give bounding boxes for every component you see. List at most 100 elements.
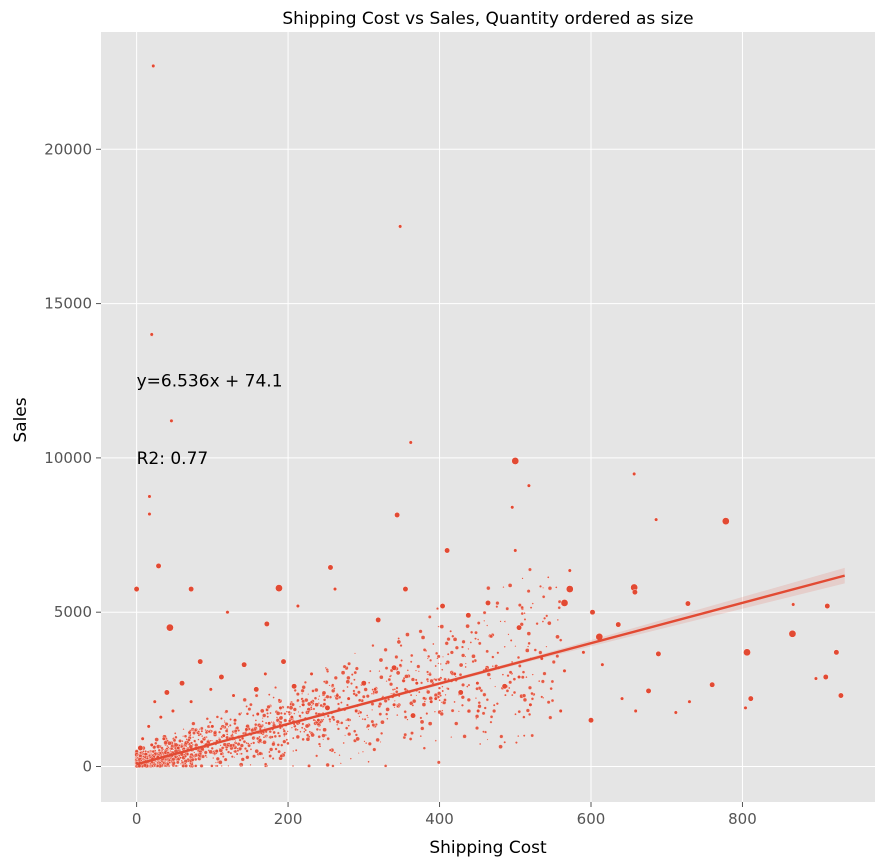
data-point-cloud — [425, 712, 429, 715]
data-point-cloud — [378, 712, 383, 716]
data-point-cloud — [335, 719, 340, 724]
data-point-cloud — [273, 734, 277, 738]
data-point-cloud — [428, 672, 432, 677]
data-point-cloud — [234, 741, 238, 745]
plot-background — [101, 32, 875, 802]
data-point-cloud — [198, 728, 201, 731]
data-point-cloud — [383, 647, 388, 652]
data-point — [560, 599, 569, 607]
x-tick-label: 0 — [132, 810, 142, 828]
data-point-cloud — [443, 698, 447, 702]
data-point — [176, 745, 181, 750]
data-point-cloud — [541, 620, 545, 623]
data-point-cloud — [239, 743, 244, 748]
data-point-cloud — [227, 742, 231, 745]
data-point-cloud — [148, 754, 151, 758]
data-point-cloud — [299, 730, 302, 733]
data-point-cloud — [485, 698, 489, 702]
data-point — [615, 621, 622, 628]
data-point-cloud — [525, 708, 530, 713]
data-point-cloud — [451, 634, 455, 638]
data-point — [687, 699, 692, 704]
data-point — [485, 600, 491, 606]
data-point-cloud — [331, 764, 335, 768]
data-point-cloud — [261, 720, 264, 723]
data-point-cloud — [204, 754, 207, 757]
data-point-cloud — [304, 697, 309, 703]
data-point — [166, 623, 174, 632]
data-point-cloud — [267, 693, 271, 696]
data-point — [824, 603, 831, 609]
data-point-cloud — [547, 586, 553, 591]
data-point-cloud — [527, 641, 531, 645]
chart-title: Shipping Cost vs Sales, Quantity ordered… — [282, 9, 693, 29]
data-point-cloud — [461, 653, 466, 658]
data-point-cloud — [367, 728, 370, 731]
data-point-cloud — [338, 754, 341, 757]
data-point-cloud — [353, 670, 358, 675]
data-point — [187, 730, 192, 735]
data-point-cloud — [266, 704, 271, 709]
data-point — [645, 687, 652, 694]
data-point-cloud — [301, 685, 306, 690]
data-point-cloud — [520, 612, 524, 616]
data-point-cloud — [363, 717, 367, 721]
data-point — [620, 696, 625, 701]
data-point-cloud — [190, 741, 194, 745]
data-point-cloud — [384, 666, 389, 670]
data-point-cloud — [291, 702, 295, 707]
data-point-cloud — [138, 751, 142, 755]
data-point — [231, 693, 236, 698]
data-point-cloud — [511, 693, 514, 697]
data-point — [743, 648, 751, 657]
data-point-cloud — [519, 622, 524, 627]
data-point-cloud — [419, 719, 425, 725]
data-point-cloud — [395, 686, 399, 690]
data-point-cloud — [441, 668, 444, 671]
data-point-cloud — [531, 673, 534, 676]
data-point — [722, 517, 730, 525]
data-point — [589, 609, 596, 616]
data-point-cloud — [386, 717, 389, 720]
data-point — [275, 584, 283, 592]
data-point-cloud — [187, 738, 191, 742]
data-point-cloud — [318, 745, 322, 748]
y-tick-label: 10000 — [44, 449, 92, 467]
data-point-cloud — [371, 723, 376, 727]
data-point-cloud — [328, 684, 331, 687]
data-point-cloud — [491, 655, 495, 659]
data-point-cloud — [495, 605, 499, 609]
data-point-cloud — [296, 728, 299, 731]
data-point-cloud — [243, 747, 247, 751]
data-point-cloud — [145, 756, 149, 760]
data-point-cloud — [215, 764, 219, 768]
data-point — [632, 471, 637, 476]
data-point — [241, 661, 248, 668]
data-point-cloud — [342, 664, 347, 669]
data-point — [788, 630, 797, 638]
data-point-cloud — [523, 612, 526, 615]
data-point-cloud — [520, 675, 525, 680]
data-point-cloud — [220, 717, 223, 720]
data-point-cloud — [183, 754, 188, 758]
data-point-cloud — [411, 704, 415, 707]
data-point-cloud — [199, 763, 204, 768]
data-point-cloud — [469, 641, 473, 644]
data-point-cloud — [326, 669, 330, 673]
data-point-cloud — [209, 739, 212, 742]
data-point-cloud — [365, 694, 370, 699]
data-point — [360, 680, 367, 687]
data-point-cloud — [483, 619, 486, 622]
data-point-cloud — [354, 666, 359, 671]
data-point — [373, 687, 378, 692]
data-point-cloud — [389, 682, 394, 687]
data-point — [155, 563, 162, 569]
data-point — [743, 705, 748, 710]
data-point-cloud — [222, 742, 227, 747]
data-point-cloud — [270, 721, 273, 724]
data-point-cloud — [502, 586, 505, 589]
data-point-cloud — [167, 758, 171, 762]
data-point-cloud — [540, 679, 545, 684]
data-point-cloud — [328, 717, 332, 721]
regression-line-group — [136, 574, 846, 766]
